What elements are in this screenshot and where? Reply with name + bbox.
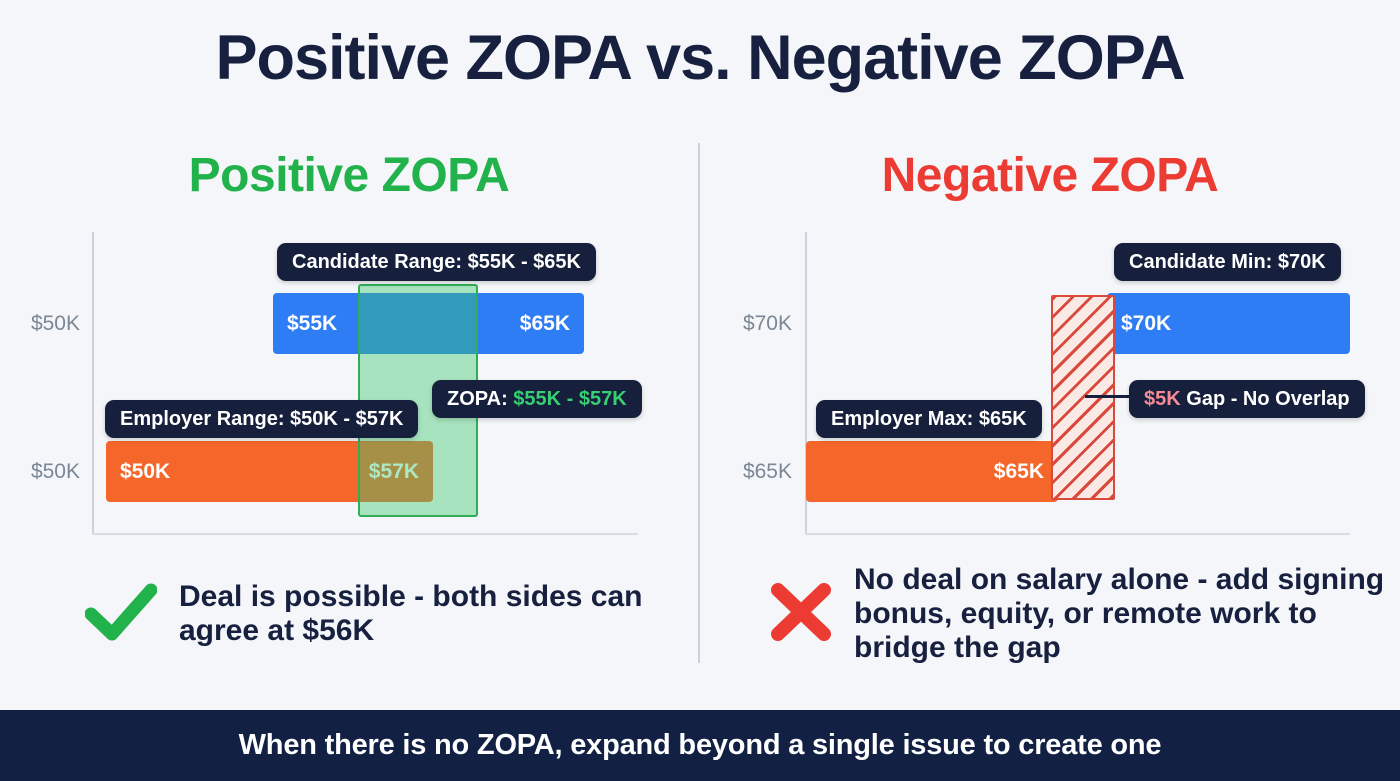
left-employer-range-chip-label: Employer Range: $50K - $57K xyxy=(120,408,404,430)
right-axis-vertical xyxy=(805,232,807,535)
left-candidate-bar: $55K $65K xyxy=(273,293,584,354)
right-employer-max-chip: Employer Max: $65K xyxy=(816,400,1042,438)
right-candidate-start-label: $70K xyxy=(1121,311,1172,335)
right-employer-max-chip-label: Employer Max: $65K xyxy=(831,408,1027,430)
right-candidate-bar: $70K xyxy=(1107,293,1350,354)
right-tick-lower: $65K xyxy=(742,460,792,483)
gap-chip-suffix: Gap - No Overlap xyxy=(1180,388,1350,410)
right-panel-heading: Negative ZOPA xyxy=(881,149,1219,202)
left-axis-vertical xyxy=(92,232,94,535)
check-mark-icon xyxy=(84,583,158,646)
gap-leader-line xyxy=(1085,395,1133,398)
right-conclusion-text: No deal on salary alone - add signing bo… xyxy=(854,563,1385,665)
footer-text: When there is no ZOPA, expand beyond a s… xyxy=(238,729,1162,761)
gap-chip-value: $5K xyxy=(1144,388,1181,410)
left-candidate-end-label: $65K xyxy=(519,311,570,335)
right-conclusion: No deal on salary alone - add signing bo… xyxy=(768,563,1388,666)
zopa-chip-value: $55K - $57K xyxy=(513,388,627,410)
zopa-chip-prefix: ZOPA: xyxy=(447,388,514,410)
left-conclusion: Deal is possible - both sides can agree … xyxy=(84,580,675,648)
left-employer-end-label: $57K xyxy=(368,459,419,483)
gap-value-chip: $5K Gap - No Overlap xyxy=(1129,380,1365,418)
left-employer-range-chip: Employer Range: $50K - $57K xyxy=(105,400,419,438)
page-title: Positive ZOPA vs. Negative ZOPA xyxy=(215,23,1185,93)
left-employer-start-label: $50K xyxy=(120,459,171,483)
right-candidate-min-chip: Candidate Min: $70K xyxy=(1114,243,1341,281)
right-employer-bar: $65K xyxy=(806,441,1058,502)
right-candidate-min-chip-label: Candidate Min: $70K xyxy=(1129,251,1326,273)
left-candidate-start-label: $55K xyxy=(287,311,338,335)
left-tick-lower: $50K xyxy=(30,460,80,483)
zopa-value-chip: ZOPA: $55K - $57K xyxy=(432,380,642,418)
footer-banner: When there is no ZOPA, expand beyond a s… xyxy=(0,710,1400,781)
left-axis-baseline xyxy=(92,533,638,535)
right-axis-baseline xyxy=(805,533,1350,535)
panel-divider xyxy=(698,143,700,663)
left-conclusion-text: Deal is possible - both sides can agree … xyxy=(179,580,643,648)
left-panel-heading: Positive ZOPA xyxy=(188,149,510,202)
left-employer-bar: $50K $57K xyxy=(106,441,433,502)
right-employer-end-label: $65K xyxy=(993,459,1044,483)
right-tick-upper: $70K xyxy=(742,312,792,335)
cross-mark-icon xyxy=(768,581,834,648)
left-tick-upper: $50K xyxy=(30,312,80,335)
left-candidate-range-chip: Candidate Range: $55K - $65K xyxy=(277,243,596,281)
left-candidate-range-chip-label: Candidate Range: $55K - $65K xyxy=(292,251,581,273)
